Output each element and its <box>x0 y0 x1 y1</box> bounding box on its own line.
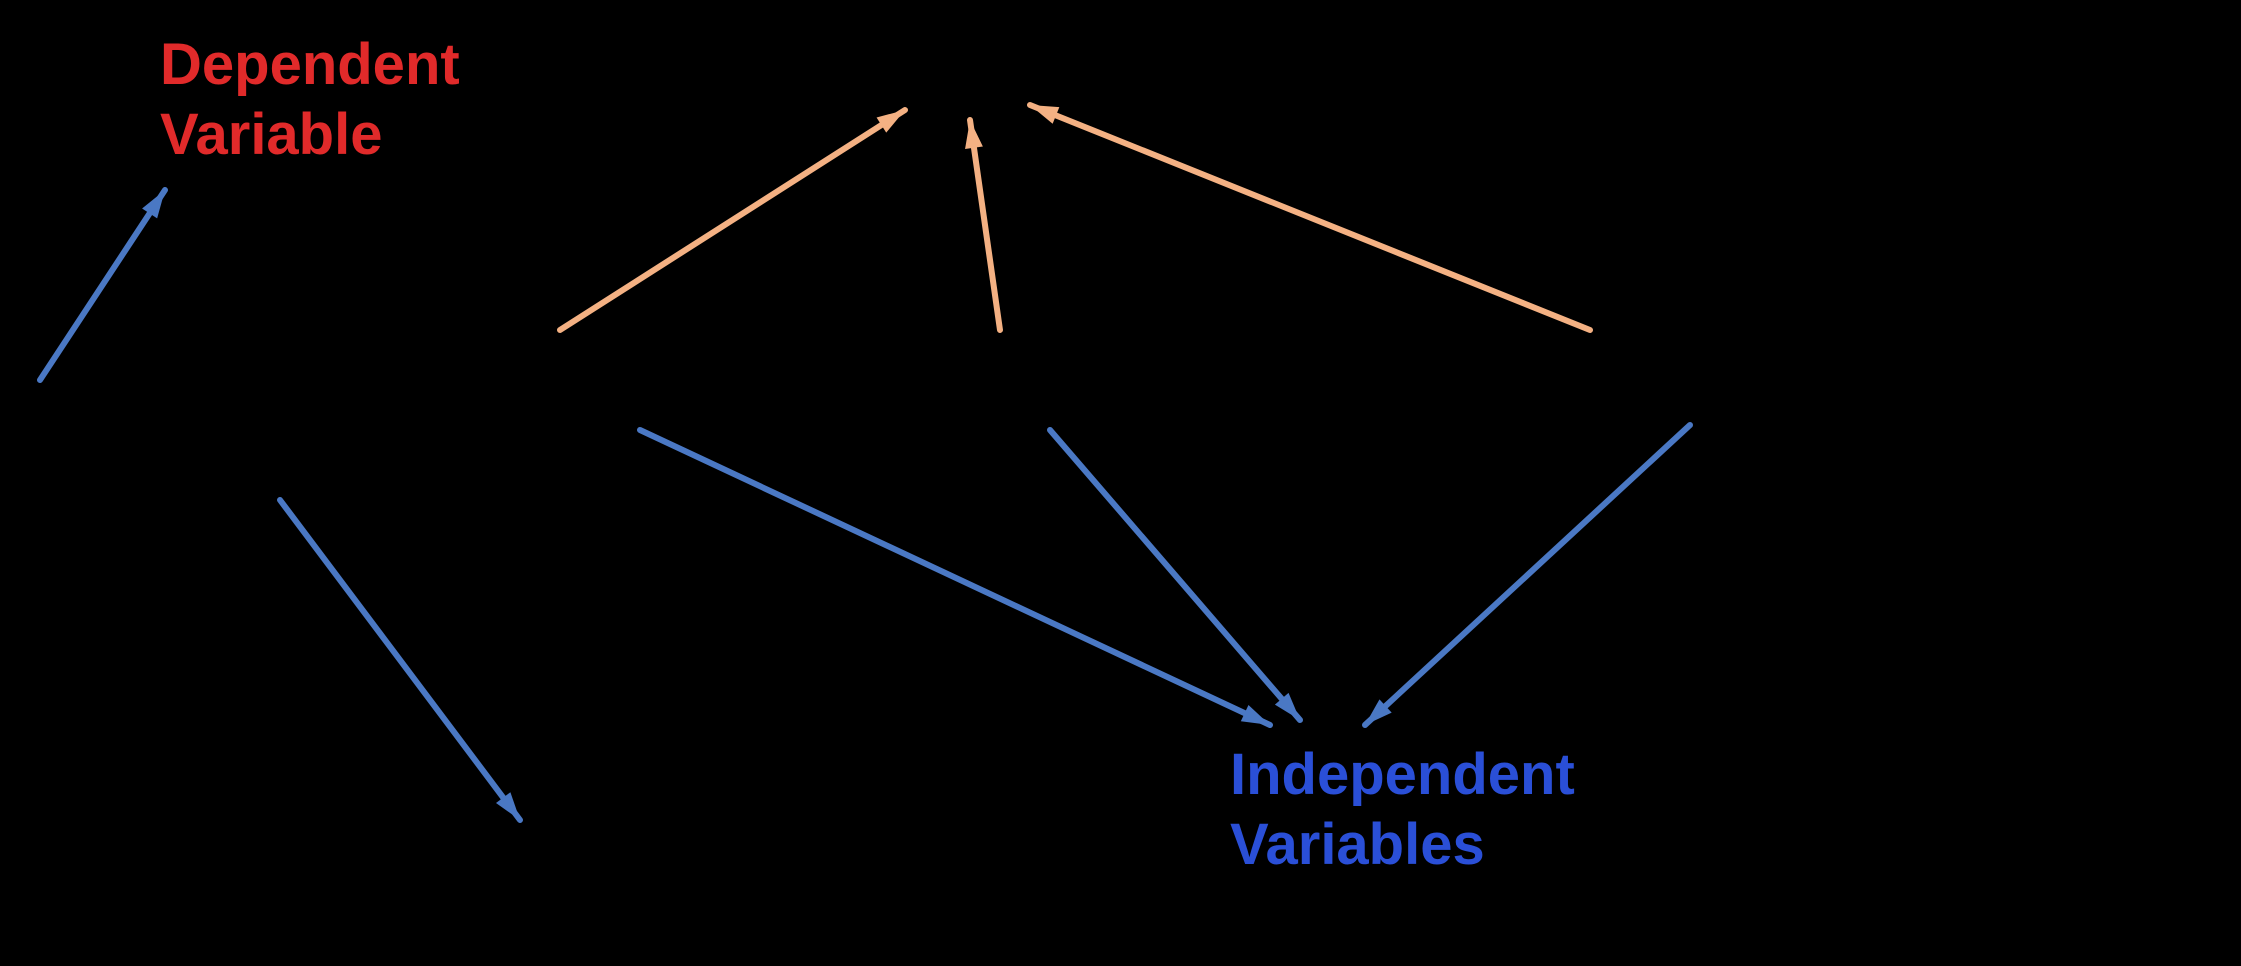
arrow-line <box>280 500 520 820</box>
arrow-head <box>877 110 905 133</box>
arrow-line <box>1365 425 1690 725</box>
arrow-line <box>560 110 905 330</box>
arrow-head <box>496 792 520 820</box>
dependent-variable-label: Dependent Variable <box>160 30 460 169</box>
independent-variables-label: Independent Variables <box>1230 740 1575 879</box>
arrow-line <box>1050 430 1300 720</box>
arrow-line <box>1030 105 1590 330</box>
arrow-line <box>40 190 165 380</box>
arrow-head <box>1241 705 1270 725</box>
arrow-head <box>1275 693 1300 720</box>
arrow-head <box>1365 699 1392 725</box>
arrow-head <box>965 120 983 149</box>
arrow-head <box>142 190 165 218</box>
arrow-line <box>640 430 1270 725</box>
arrow-head <box>1030 105 1059 124</box>
arrow-line <box>970 120 1000 330</box>
